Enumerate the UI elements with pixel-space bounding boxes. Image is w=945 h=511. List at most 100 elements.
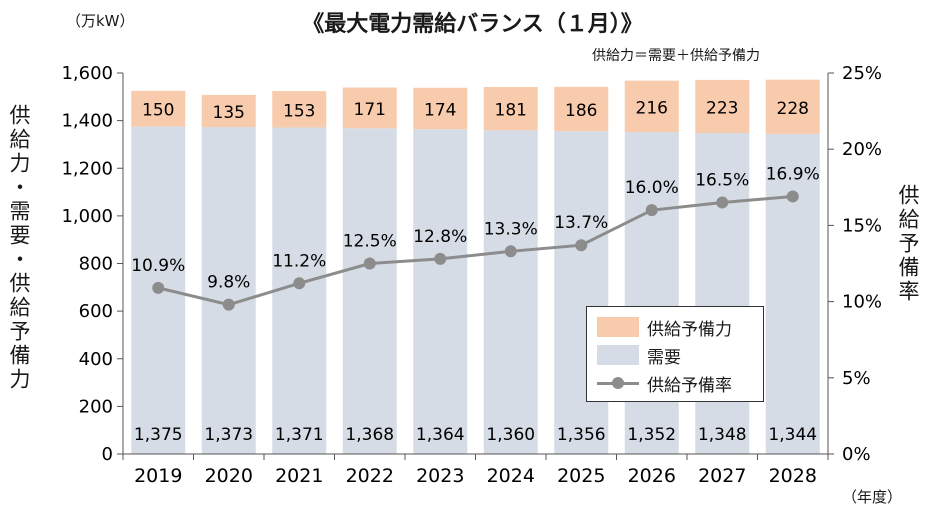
bar-reserve-2026 xyxy=(624,80,679,133)
bar-reserve-2024 xyxy=(483,87,538,131)
bar-reserve-2019 xyxy=(131,90,186,127)
y-tick-label-left: 1,200 xyxy=(61,158,113,179)
x-tick-label: 2025 xyxy=(557,465,605,487)
y-tick-label-right: 10% xyxy=(842,292,882,313)
y-axis-unit-label: （万kW） xyxy=(66,12,135,30)
bar-demand-2022 xyxy=(342,128,397,454)
data-label-demand-2020: 1,373 xyxy=(204,425,253,445)
reserve-rate-point-2023 xyxy=(434,252,447,265)
bar-demand-2021 xyxy=(272,127,327,454)
bar-demand-2024 xyxy=(483,130,538,454)
data-label-demand-2024: 1,360 xyxy=(486,425,535,445)
reserve-rate-point-2019 xyxy=(152,281,165,294)
reserve-rate-point-2022 xyxy=(363,257,376,270)
x-tick-label: 2019 xyxy=(134,465,182,487)
data-label-reserve-rate-2027: 16.5% xyxy=(695,171,749,191)
reserve-rate-point-2021 xyxy=(293,277,306,290)
data-label-reserve-rate-2025: 13.7% xyxy=(554,213,608,233)
bar-reserve-2020 xyxy=(201,94,256,128)
bar-demand-2020 xyxy=(201,127,256,454)
reserve-rate-point-2020 xyxy=(222,298,235,311)
data-label-demand-2022: 1,368 xyxy=(345,425,394,445)
x-tick-label: 2027 xyxy=(698,465,746,487)
y-tick-label-right: 5% xyxy=(842,368,871,389)
y-tick-label-right: 25% xyxy=(842,63,882,84)
y-tick-label-left: 200 xyxy=(79,396,113,417)
y-tick-label-left: 800 xyxy=(79,254,113,275)
y-tick-label-right: 15% xyxy=(842,215,882,236)
y-axis-label-left: 供給力・需要・供給予備力 xyxy=(7,104,31,392)
data-label-reserve-2019: 150 xyxy=(142,101,174,121)
data-label-reserve-2027: 223 xyxy=(706,98,738,118)
reserve-rate-point-2027 xyxy=(716,196,729,209)
data-label-reserve-rate-2020: 9.8% xyxy=(207,273,250,293)
data-label-reserve-2028: 228 xyxy=(777,99,809,119)
data-label-reserve-rate-2024: 13.3% xyxy=(484,219,538,239)
data-label-reserve-2022: 171 xyxy=(354,100,386,120)
reserve-rate-point-2024 xyxy=(504,245,517,258)
legend-item-reserve-rate: 供給予備率 xyxy=(597,369,753,397)
data-label-reserve-2026: 216 xyxy=(636,98,668,118)
legend: 供給予備力 需要 供給予備率 xyxy=(586,306,764,402)
legend-label-demand: 需要 xyxy=(647,347,681,368)
x-tick-label: 2026 xyxy=(628,465,676,487)
data-label-reserve-rate-2022: 12.5% xyxy=(343,232,397,252)
reserve-rate-point-2028 xyxy=(786,190,799,203)
data-label-reserve-rate-2026: 16.0% xyxy=(625,178,679,198)
y-tick-label-left: 0 xyxy=(102,444,113,465)
x-tick-label: 2024 xyxy=(487,465,535,487)
y-tick-label-left: 400 xyxy=(79,349,113,370)
y-axis-label-right: 供給予備率 xyxy=(896,184,920,304)
reserve-rate-point-2026 xyxy=(645,204,658,217)
y-tick-label-right: 0% xyxy=(842,444,871,465)
legend-item-reserve: 供給予備力 xyxy=(597,313,753,341)
bar-reserve-2023 xyxy=(413,87,468,130)
legend-swatch-reserve xyxy=(597,317,639,337)
chart-title: 《最大電力需給バランス（１月）》 xyxy=(302,12,643,37)
data-label-reserve-2024: 181 xyxy=(495,101,527,121)
data-label-reserve-2025: 186 xyxy=(565,101,597,121)
bar-reserve-2027 xyxy=(695,79,750,134)
data-label-reserve-2021: 153 xyxy=(283,101,315,121)
data-label-demand-2019: 1,375 xyxy=(134,425,183,445)
x-tick-label: 2023 xyxy=(416,465,464,487)
x-axis-unit-label: （年度） xyxy=(842,488,903,506)
y-tick-label-left: 600 xyxy=(79,301,113,322)
legend-swatch-demand xyxy=(597,345,639,365)
formula-note: 供給力＝需要＋供給予備力 xyxy=(592,48,760,64)
bar-demand-2023 xyxy=(413,129,468,454)
data-label-reserve-rate-2028: 16.9% xyxy=(766,164,820,184)
data-label-reserve-rate-2023: 12.8% xyxy=(413,227,467,247)
x-tick-label: 2020 xyxy=(205,465,253,487)
y-tick-label-right: 20% xyxy=(842,139,882,160)
legend-item-demand: 需要 xyxy=(597,341,753,369)
data-label-reserve-2020: 135 xyxy=(213,103,245,123)
data-label-demand-2021: 1,371 xyxy=(275,425,324,445)
legend-label-reserve: 供給予備力 xyxy=(647,319,732,340)
x-tick-label: 2028 xyxy=(769,465,817,487)
data-label-demand-2023: 1,364 xyxy=(416,425,465,445)
data-label-demand-2028: 1,344 xyxy=(768,425,817,445)
bar-reserve-2025 xyxy=(554,86,609,132)
bar-reserve-2021 xyxy=(272,91,327,128)
data-label-demand-2025: 1,356 xyxy=(557,425,606,445)
legend-swatch-reserve-rate xyxy=(597,373,639,393)
bar-demand-2028 xyxy=(765,133,820,454)
data-label-reserve-rate-2021: 11.2% xyxy=(272,251,326,271)
legend-label-reserve-rate: 供給予備率 xyxy=(647,375,732,396)
bar-reserve-2022 xyxy=(342,87,397,129)
x-tick-label: 2022 xyxy=(346,465,394,487)
y-tick-label-left: 1,400 xyxy=(61,111,113,132)
data-label-reserve-2023: 174 xyxy=(424,100,456,120)
y-tick-label-left: 1,000 xyxy=(61,206,113,227)
data-label-reserve-rate-2019: 10.9% xyxy=(131,256,185,276)
reserve-rate-point-2025 xyxy=(575,239,588,252)
data-label-demand-2026: 1,352 xyxy=(627,425,676,445)
bar-demand-2025 xyxy=(554,131,609,455)
y-tick-label-left: 1,600 xyxy=(61,63,113,84)
data-label-demand-2027: 1,348 xyxy=(698,425,747,445)
bar-reserve-2028 xyxy=(765,79,820,134)
x-tick-label: 2021 xyxy=(275,465,323,487)
reserve-rate-line xyxy=(157,194,793,307)
